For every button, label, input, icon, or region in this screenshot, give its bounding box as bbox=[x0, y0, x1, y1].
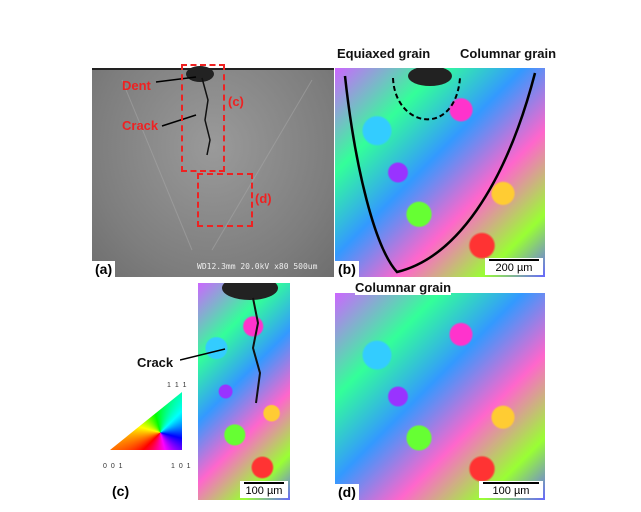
sem-info-bar: WD12.3mm 20.0kV x80 500um bbox=[197, 262, 318, 271]
panel-c-label: (c) bbox=[112, 483, 130, 499]
dent-label: Dent bbox=[122, 78, 151, 93]
crack-label-c: Crack bbox=[137, 355, 174, 370]
panel-a-sem-image: Dent Crack (c) (d) WD12.3mm 20.0kV x80 5… bbox=[92, 60, 334, 277]
panel-d-scale-bar: 100 µm bbox=[479, 481, 543, 498]
grain-boundary-outline bbox=[343, 68, 537, 274]
box-c-label: (c) bbox=[228, 94, 244, 109]
columnar-grain-label-b: Columnar grain bbox=[460, 46, 557, 61]
panel-b-scale-bar: 200 µm bbox=[485, 258, 543, 275]
crack-arrow bbox=[180, 348, 226, 361]
ipf-111-label: 1 1 1 bbox=[167, 382, 188, 389]
panel-c-scale-bar: 100 µm bbox=[240, 481, 288, 498]
ipf-triangle-legend bbox=[110, 392, 182, 450]
region-c-box bbox=[181, 64, 225, 172]
box-d-label: (d) bbox=[255, 191, 272, 206]
ipf-001-label: 0 0 1 bbox=[103, 463, 124, 470]
crack-in-map bbox=[222, 283, 278, 404]
scale-text: 200 µm bbox=[495, 262, 533, 274]
crack-drawing bbox=[121, 66, 313, 251]
scale-text: 100 µm bbox=[245, 485, 283, 497]
scale-text: 100 µm bbox=[492, 485, 530, 497]
panel-c-ebsd-map: 100 µm bbox=[198, 283, 290, 500]
crack-label: Crack bbox=[122, 118, 159, 133]
panel-d-ebsd-map: 100 µm (d) bbox=[335, 293, 545, 500]
panel-b-label: (b) bbox=[335, 261, 359, 277]
panel-b-ebsd-map: 200 µm (b) bbox=[335, 68, 545, 277]
panel-d-label: (d) bbox=[335, 484, 359, 500]
region-d-box bbox=[197, 173, 253, 227]
panel-a-label: (a) bbox=[92, 261, 116, 277]
columnar-grain-label-d: Columnar grain bbox=[355, 280, 452, 295]
ipf-101-label: 1 0 1 bbox=[171, 463, 192, 470]
equiaxed-grain-label: Equiaxed grain bbox=[337, 46, 431, 61]
